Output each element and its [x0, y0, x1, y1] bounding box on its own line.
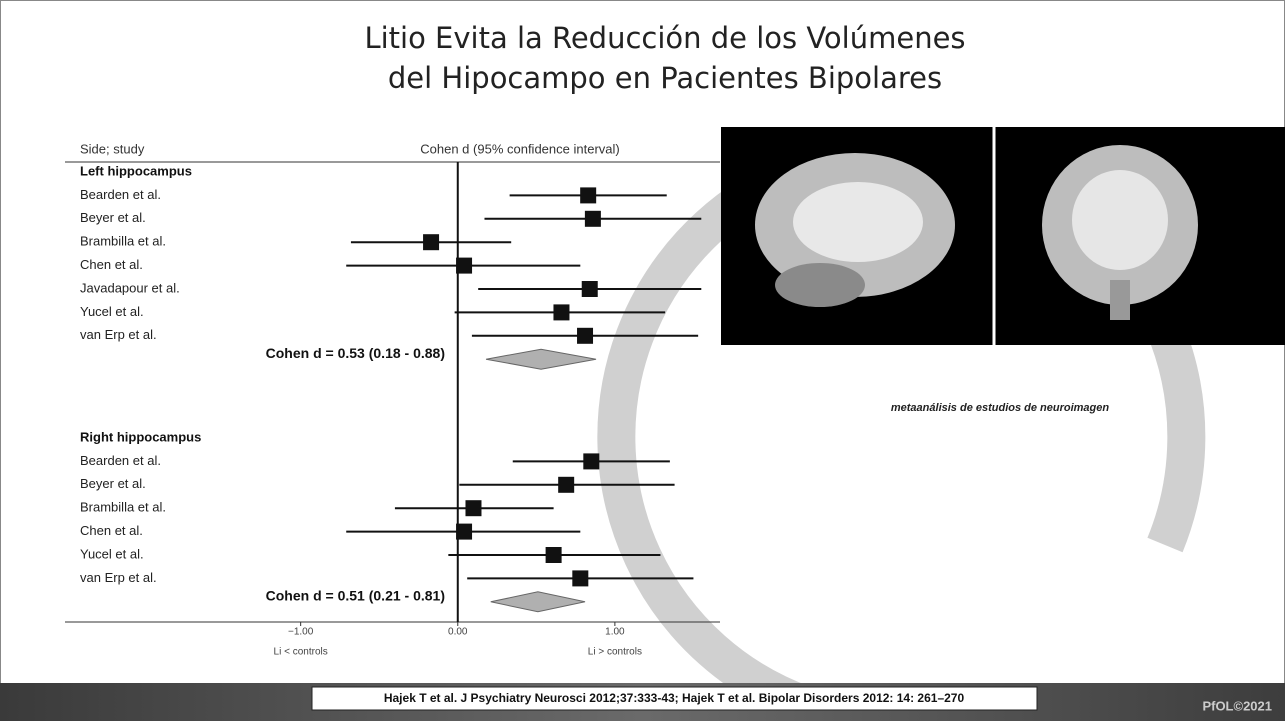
effect-estimate [584, 210, 601, 227]
citation: Hajek T et al. J Psychiatry Neurosci 201… [384, 691, 965, 705]
summary-diamond [485, 348, 597, 370]
title: Litio Evita la Reducción de los Volúmene… [364, 21, 965, 55]
effect-estimate [580, 187, 597, 204]
effect-estimate [572, 570, 589, 587]
brain-sagittal-core [793, 182, 923, 262]
study-label: Brambilla et al. [80, 500, 166, 515]
study-label: Yucel et al. [80, 304, 144, 319]
effect-estimate [465, 500, 482, 517]
group-label: Left hippocampus [80, 163, 192, 178]
study-label: Yucel et al. [80, 546, 144, 561]
study-label: Chen et al. [80, 523, 143, 538]
study-label: Beyer et al. [80, 210, 146, 225]
study-label: van Erp et al. [80, 570, 157, 585]
x-tick-label: 1.00 [605, 627, 625, 638]
column-header: Side; study [80, 141, 145, 156]
study-label: Javadapour et al. [80, 280, 180, 295]
column-header: Cohen d (95% confidence interval) [420, 141, 619, 156]
study-label: Bearden et al. [80, 453, 161, 468]
footer-label: PfOL©2021 [1202, 698, 1272, 713]
effect-estimate [423, 234, 440, 251]
effect-estimate [456, 257, 473, 274]
study-label: Beyer et al. [80, 476, 146, 491]
x-axis-label: Li < controls [274, 647, 328, 658]
summary-label: Cohen d = 0.53 (0.18 - 0.88) [266, 345, 445, 361]
cerebellum [775, 263, 865, 307]
effect-estimate [545, 547, 562, 563]
image-caption: metaanálisis de estudios de neuroimagen [891, 402, 1110, 414]
study-label: Brambilla et al. [80, 234, 166, 249]
effect-estimate [581, 281, 598, 297]
summary-diamond [490, 591, 586, 613]
study-label: Bearden et al. [80, 187, 161, 202]
effect-estimate [456, 523, 473, 540]
study-label: van Erp et al. [80, 327, 157, 342]
brain-images [721, 127, 1285, 345]
effect-estimate [583, 453, 600, 470]
citation-box [311, 686, 1038, 711]
brainstem [1110, 280, 1130, 320]
effect-estimate [553, 304, 570, 321]
group-label: Right hippocampus [80, 429, 201, 444]
forest-plot: Side; study Cohen d (95% confidence inter… [65, 141, 720, 658]
summary-label: Cohen d = 0.51 (0.21 - 0.81) [266, 588, 445, 604]
x-tick-label: 0.00 [448, 627, 468, 638]
effect-estimate [577, 327, 594, 344]
title: del Hipocampo en Pacientes Bipolares [388, 61, 942, 95]
study-label: Chen et al. [80, 257, 143, 272]
effect-estimate [558, 476, 575, 493]
x-tick-label: −1.00 [288, 627, 314, 638]
brain-coronal-core [1072, 170, 1168, 270]
x-axis-label: Li > controls [588, 647, 642, 658]
